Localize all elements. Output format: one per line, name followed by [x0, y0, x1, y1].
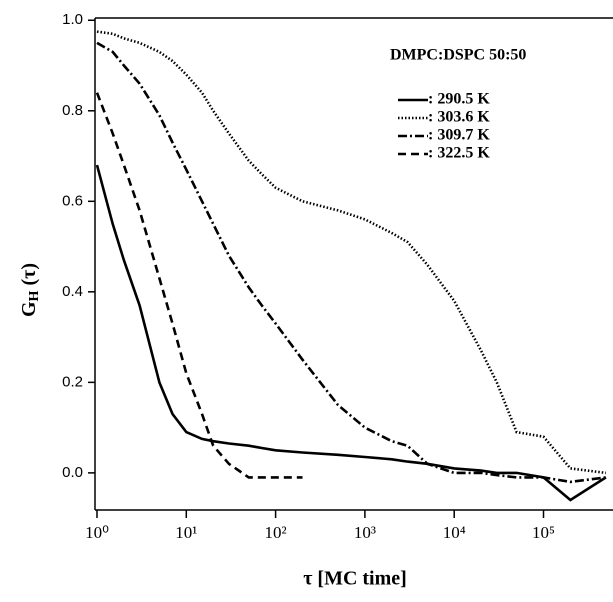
legend-title: DMPC:DSPC 50:50: [390, 47, 526, 64]
y-label-sub: H: [27, 290, 42, 301]
y-tick-label: 0.6: [62, 192, 83, 209]
y-label-main: G: [18, 301, 40, 317]
series-line: [96, 41, 607, 484]
x-tick-label: 10⁰: [85, 523, 109, 542]
series-line: [96, 30, 607, 475]
y-label-arg: (τ): [18, 263, 40, 286]
y-tick-label: 0.8: [62, 102, 83, 119]
x-tick-label: 10⁵: [532, 523, 555, 542]
series-line: [95, 164, 607, 502]
series-line: [95, 92, 303, 479]
legend-label: : 303.6 K: [428, 109, 490, 126]
legend-label: : 309.7 K: [428, 127, 490, 144]
x-tick-label: 10²: [265, 523, 287, 542]
y-tick-label: 1.0: [62, 11, 83, 28]
y-tick-label: 0.0: [62, 464, 83, 481]
y-axis-label: GH (τ): [18, 263, 43, 317]
x-tick-label: 10¹: [175, 523, 197, 542]
legend-label: : 322.5 K: [428, 145, 490, 162]
legend-label: : 290.5 K: [428, 91, 490, 108]
x-tick-label: 10³: [354, 523, 376, 542]
y-tick-label: 0.4: [62, 283, 83, 300]
x-tick-label: 10⁴: [443, 523, 466, 542]
x-axis-label: τ [MC time]: [303, 568, 407, 590]
y-tick-label: 0.2: [62, 373, 83, 390]
